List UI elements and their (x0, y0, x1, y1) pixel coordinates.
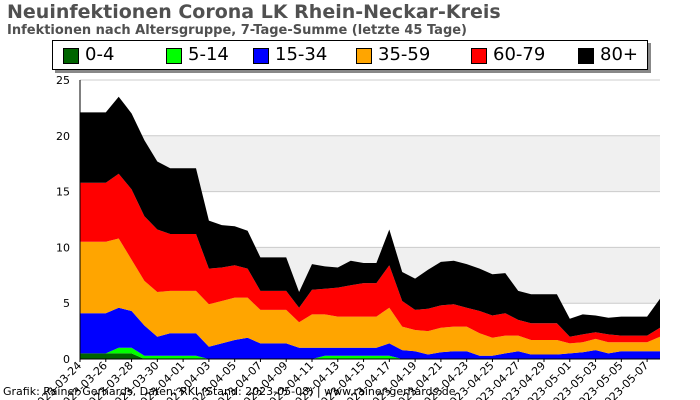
area-5-14 (80, 347, 660, 359)
area-0-4 (80, 353, 660, 359)
area-80plus (80, 96, 660, 337)
area-35-59 (80, 238, 660, 356)
y-tick-label: 0 (63, 353, 70, 366)
y-tick-label: 15 (56, 186, 70, 199)
chart-subtitle: Infektionen nach Altersgruppe, 7-Tage-Su… (7, 23, 468, 38)
area-60-79 (80, 173, 660, 344)
legend-label: 5-14 (188, 44, 229, 65)
chart-legend: 0-4 5-14 15-34 35-59 60-79 80+ (52, 40, 648, 70)
legend-label: 80+ (600, 44, 638, 65)
chart-title: Neuinfektionen Corona LK Rhein-Neckar-Kr… (7, 1, 501, 23)
legend-swatch (166, 48, 182, 64)
legend-swatch (356, 48, 372, 64)
y-tick-label: 20 (56, 130, 70, 143)
legend-swatch (471, 48, 487, 64)
credit-footer: Grafik: Rainer Gerhards, Daten: RKI (Sta… (3, 385, 456, 398)
legend-label: 35-59 (378, 44, 431, 65)
y-tick-label: 10 (56, 241, 70, 254)
area-15-34 (80, 307, 660, 359)
legend-label: 15-34 (275, 44, 328, 65)
legend-label: 0-4 (85, 44, 115, 65)
legend-swatch (578, 48, 594, 64)
y-tick-label: 5 (63, 297, 70, 310)
legend-swatch (63, 48, 79, 64)
y-tick-label: 25 (56, 74, 70, 87)
legend-swatch (253, 48, 269, 64)
legend-label: 60-79 (493, 44, 546, 65)
